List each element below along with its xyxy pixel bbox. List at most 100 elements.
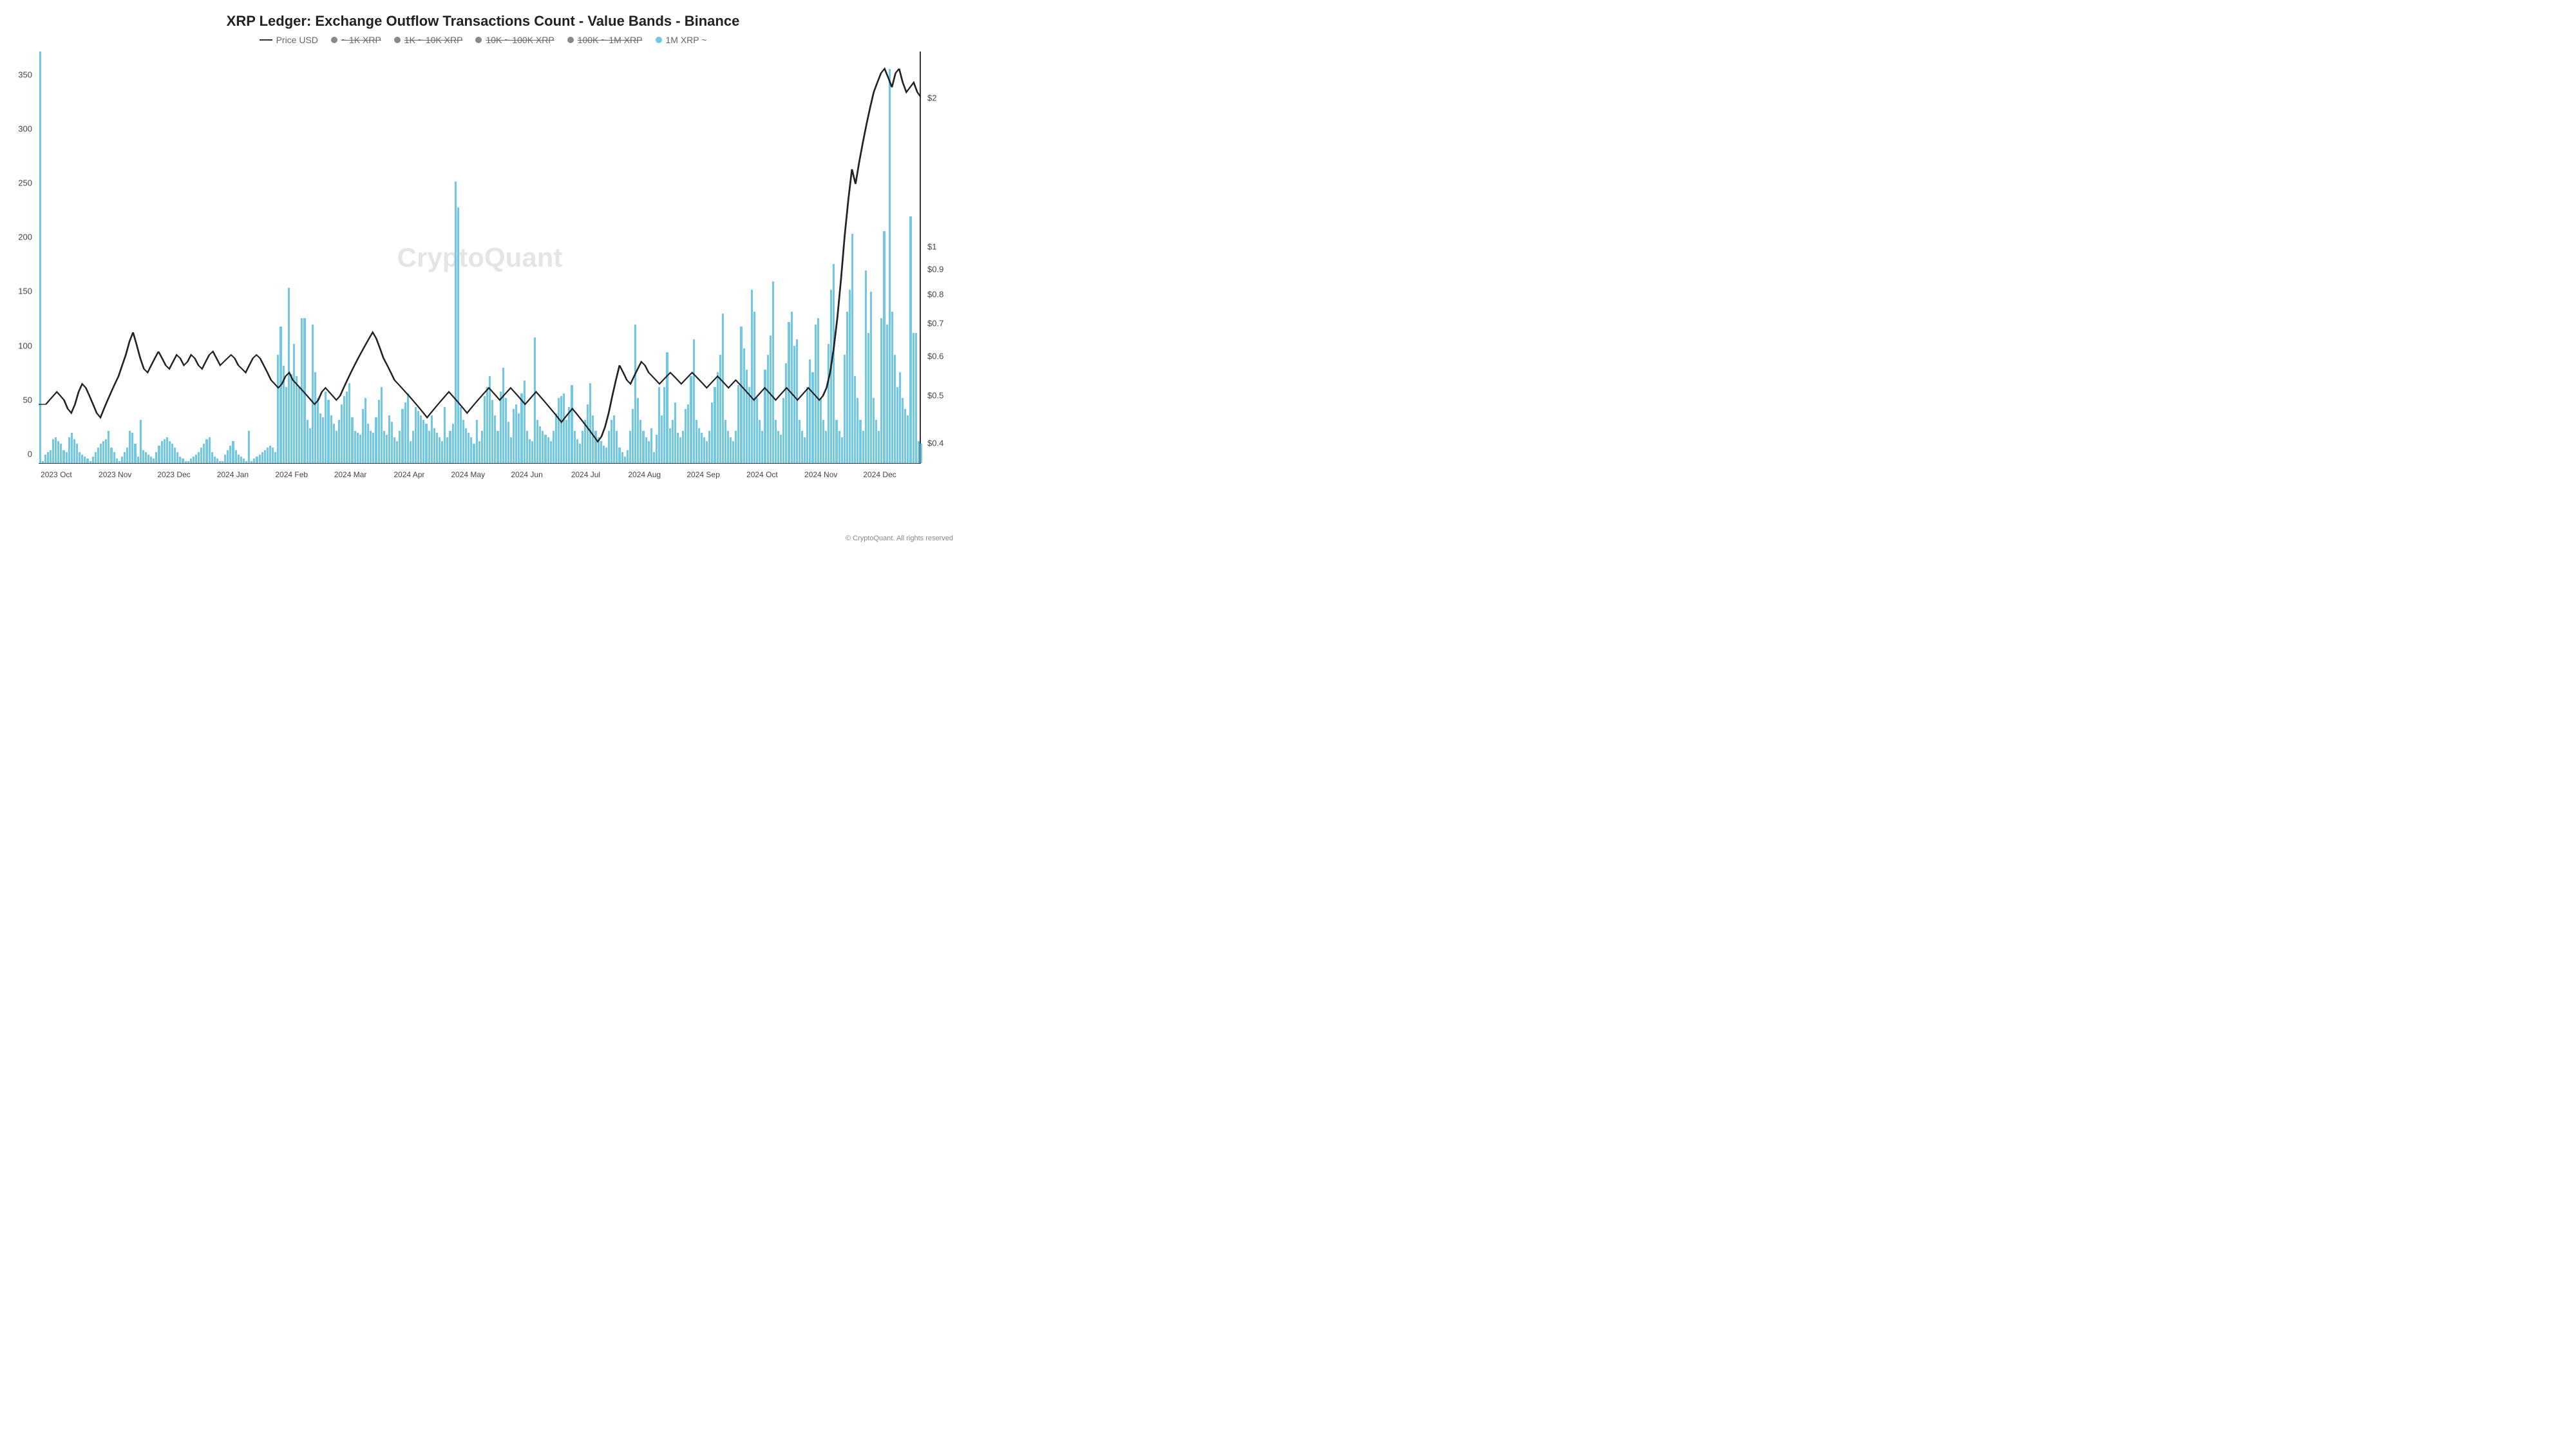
bar xyxy=(772,281,774,464)
bar xyxy=(441,441,443,463)
y-right-tick: $1 xyxy=(927,242,936,252)
bar xyxy=(153,459,155,463)
bar xyxy=(341,404,343,463)
y-left-tick: 150 xyxy=(18,287,32,296)
bar xyxy=(100,444,102,463)
bar xyxy=(857,398,858,463)
bar xyxy=(565,420,567,463)
bar xyxy=(211,452,213,463)
bar xyxy=(388,415,390,463)
bar xyxy=(205,439,207,463)
bar xyxy=(767,355,769,463)
bar xyxy=(71,433,73,463)
legend-label: 10K ~ 100K XRP xyxy=(486,35,554,45)
bar xyxy=(86,459,88,463)
bar xyxy=(484,396,486,463)
bar xyxy=(169,441,171,463)
bar xyxy=(883,231,885,463)
bar xyxy=(534,337,536,463)
bar xyxy=(650,428,652,463)
bar xyxy=(476,420,478,463)
bar xyxy=(703,437,705,463)
bar xyxy=(544,435,546,463)
bar xyxy=(761,431,763,463)
y-left-tick: 300 xyxy=(18,124,32,133)
bar xyxy=(209,437,211,463)
bar xyxy=(613,415,615,463)
bar xyxy=(801,431,803,463)
bar xyxy=(524,381,526,463)
bar xyxy=(780,435,782,463)
bar xyxy=(55,437,57,463)
bar xyxy=(669,428,671,463)
bar xyxy=(907,415,909,463)
legend-item[interactable]: 1M XRP ~ xyxy=(656,35,707,45)
bar xyxy=(518,413,520,463)
bar xyxy=(79,452,80,463)
bar xyxy=(145,452,147,463)
x-tick: 2024 Sep xyxy=(687,470,719,479)
bar xyxy=(259,455,261,463)
bar xyxy=(312,325,314,463)
bar xyxy=(693,339,695,463)
bar xyxy=(804,437,806,463)
legend-item[interactable]: ~ 1K XRP xyxy=(331,35,381,45)
bar xyxy=(407,393,409,463)
legend-item[interactable]: 10K ~ 100K XRP xyxy=(475,35,554,45)
bar xyxy=(608,431,610,463)
bar xyxy=(301,318,303,463)
bar xyxy=(383,431,385,463)
bar xyxy=(507,422,509,463)
bar xyxy=(886,325,888,463)
bar xyxy=(510,437,512,463)
bar xyxy=(375,417,377,463)
bar xyxy=(142,450,144,463)
bar xyxy=(325,392,327,463)
bar xyxy=(95,452,97,463)
bar xyxy=(235,450,237,463)
bar xyxy=(290,374,292,463)
bar xyxy=(748,387,750,463)
bar xyxy=(357,433,359,463)
x-tick: 2024 Jan xyxy=(217,470,249,479)
y-right-tick: $0.8 xyxy=(927,290,943,299)
bar xyxy=(134,444,136,463)
x-tick: 2024 May xyxy=(451,470,485,479)
bar xyxy=(449,431,451,463)
bar xyxy=(489,376,491,463)
bar xyxy=(401,409,403,463)
bar xyxy=(222,461,223,463)
bar xyxy=(558,398,560,463)
bar xyxy=(272,448,274,463)
bar xyxy=(851,234,853,463)
bar xyxy=(179,457,181,463)
bar xyxy=(412,431,414,463)
bar xyxy=(909,216,911,463)
chart-container: XRP Ledger: Exchange Outflow Transaction… xyxy=(13,13,953,531)
y-left-tick: 50 xyxy=(23,395,32,404)
bar xyxy=(865,270,867,463)
bar xyxy=(460,407,462,463)
x-tick: 2024 Dec xyxy=(863,470,896,479)
bar xyxy=(314,372,316,463)
bar xyxy=(920,444,922,463)
bar xyxy=(229,446,231,463)
bar xyxy=(110,448,112,463)
bar xyxy=(81,455,83,463)
bar xyxy=(854,376,856,463)
bar xyxy=(248,431,250,463)
x-tick: 2024 Apr xyxy=(393,470,424,479)
legend-item[interactable]: 100K ~ 1M XRP xyxy=(567,35,643,45)
bar xyxy=(245,461,247,463)
legend-dot-icon xyxy=(331,37,337,43)
bar xyxy=(817,318,819,463)
bar xyxy=(253,459,255,463)
bar xyxy=(293,344,295,463)
bar xyxy=(875,420,877,463)
legend-item[interactable]: Price USD xyxy=(260,35,318,45)
legend-item[interactable]: 1K ~ 10K XRP xyxy=(394,35,463,45)
bar xyxy=(706,441,708,463)
bar xyxy=(849,290,851,463)
bar xyxy=(708,431,710,463)
bar xyxy=(796,339,798,463)
